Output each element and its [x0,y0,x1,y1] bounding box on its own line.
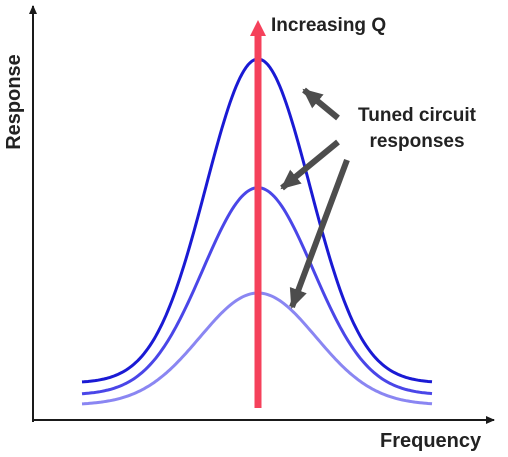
increasing-q-label: Increasing Q [271,15,386,36]
x-axis-label: Frequency [380,430,482,452]
pointer-arrow-medium-q [280,139,340,191]
curves-label-line2: responses [369,131,464,152]
pointer-arrow-high-q [302,87,340,121]
curves-label-line1: Tuned circuit [358,105,477,126]
pointer-arrow-low-q [289,158,350,309]
y-axis-label: Response [3,54,25,150]
